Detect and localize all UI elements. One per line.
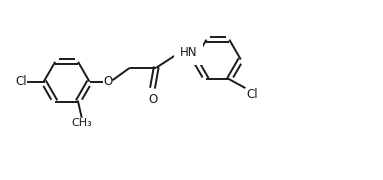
Text: O: O — [148, 93, 157, 106]
Text: HN: HN — [180, 46, 197, 59]
Text: Cl: Cl — [246, 88, 258, 101]
Text: O: O — [103, 75, 112, 88]
Text: CH₃: CH₃ — [71, 118, 92, 128]
Text: Cl: Cl — [15, 75, 27, 88]
